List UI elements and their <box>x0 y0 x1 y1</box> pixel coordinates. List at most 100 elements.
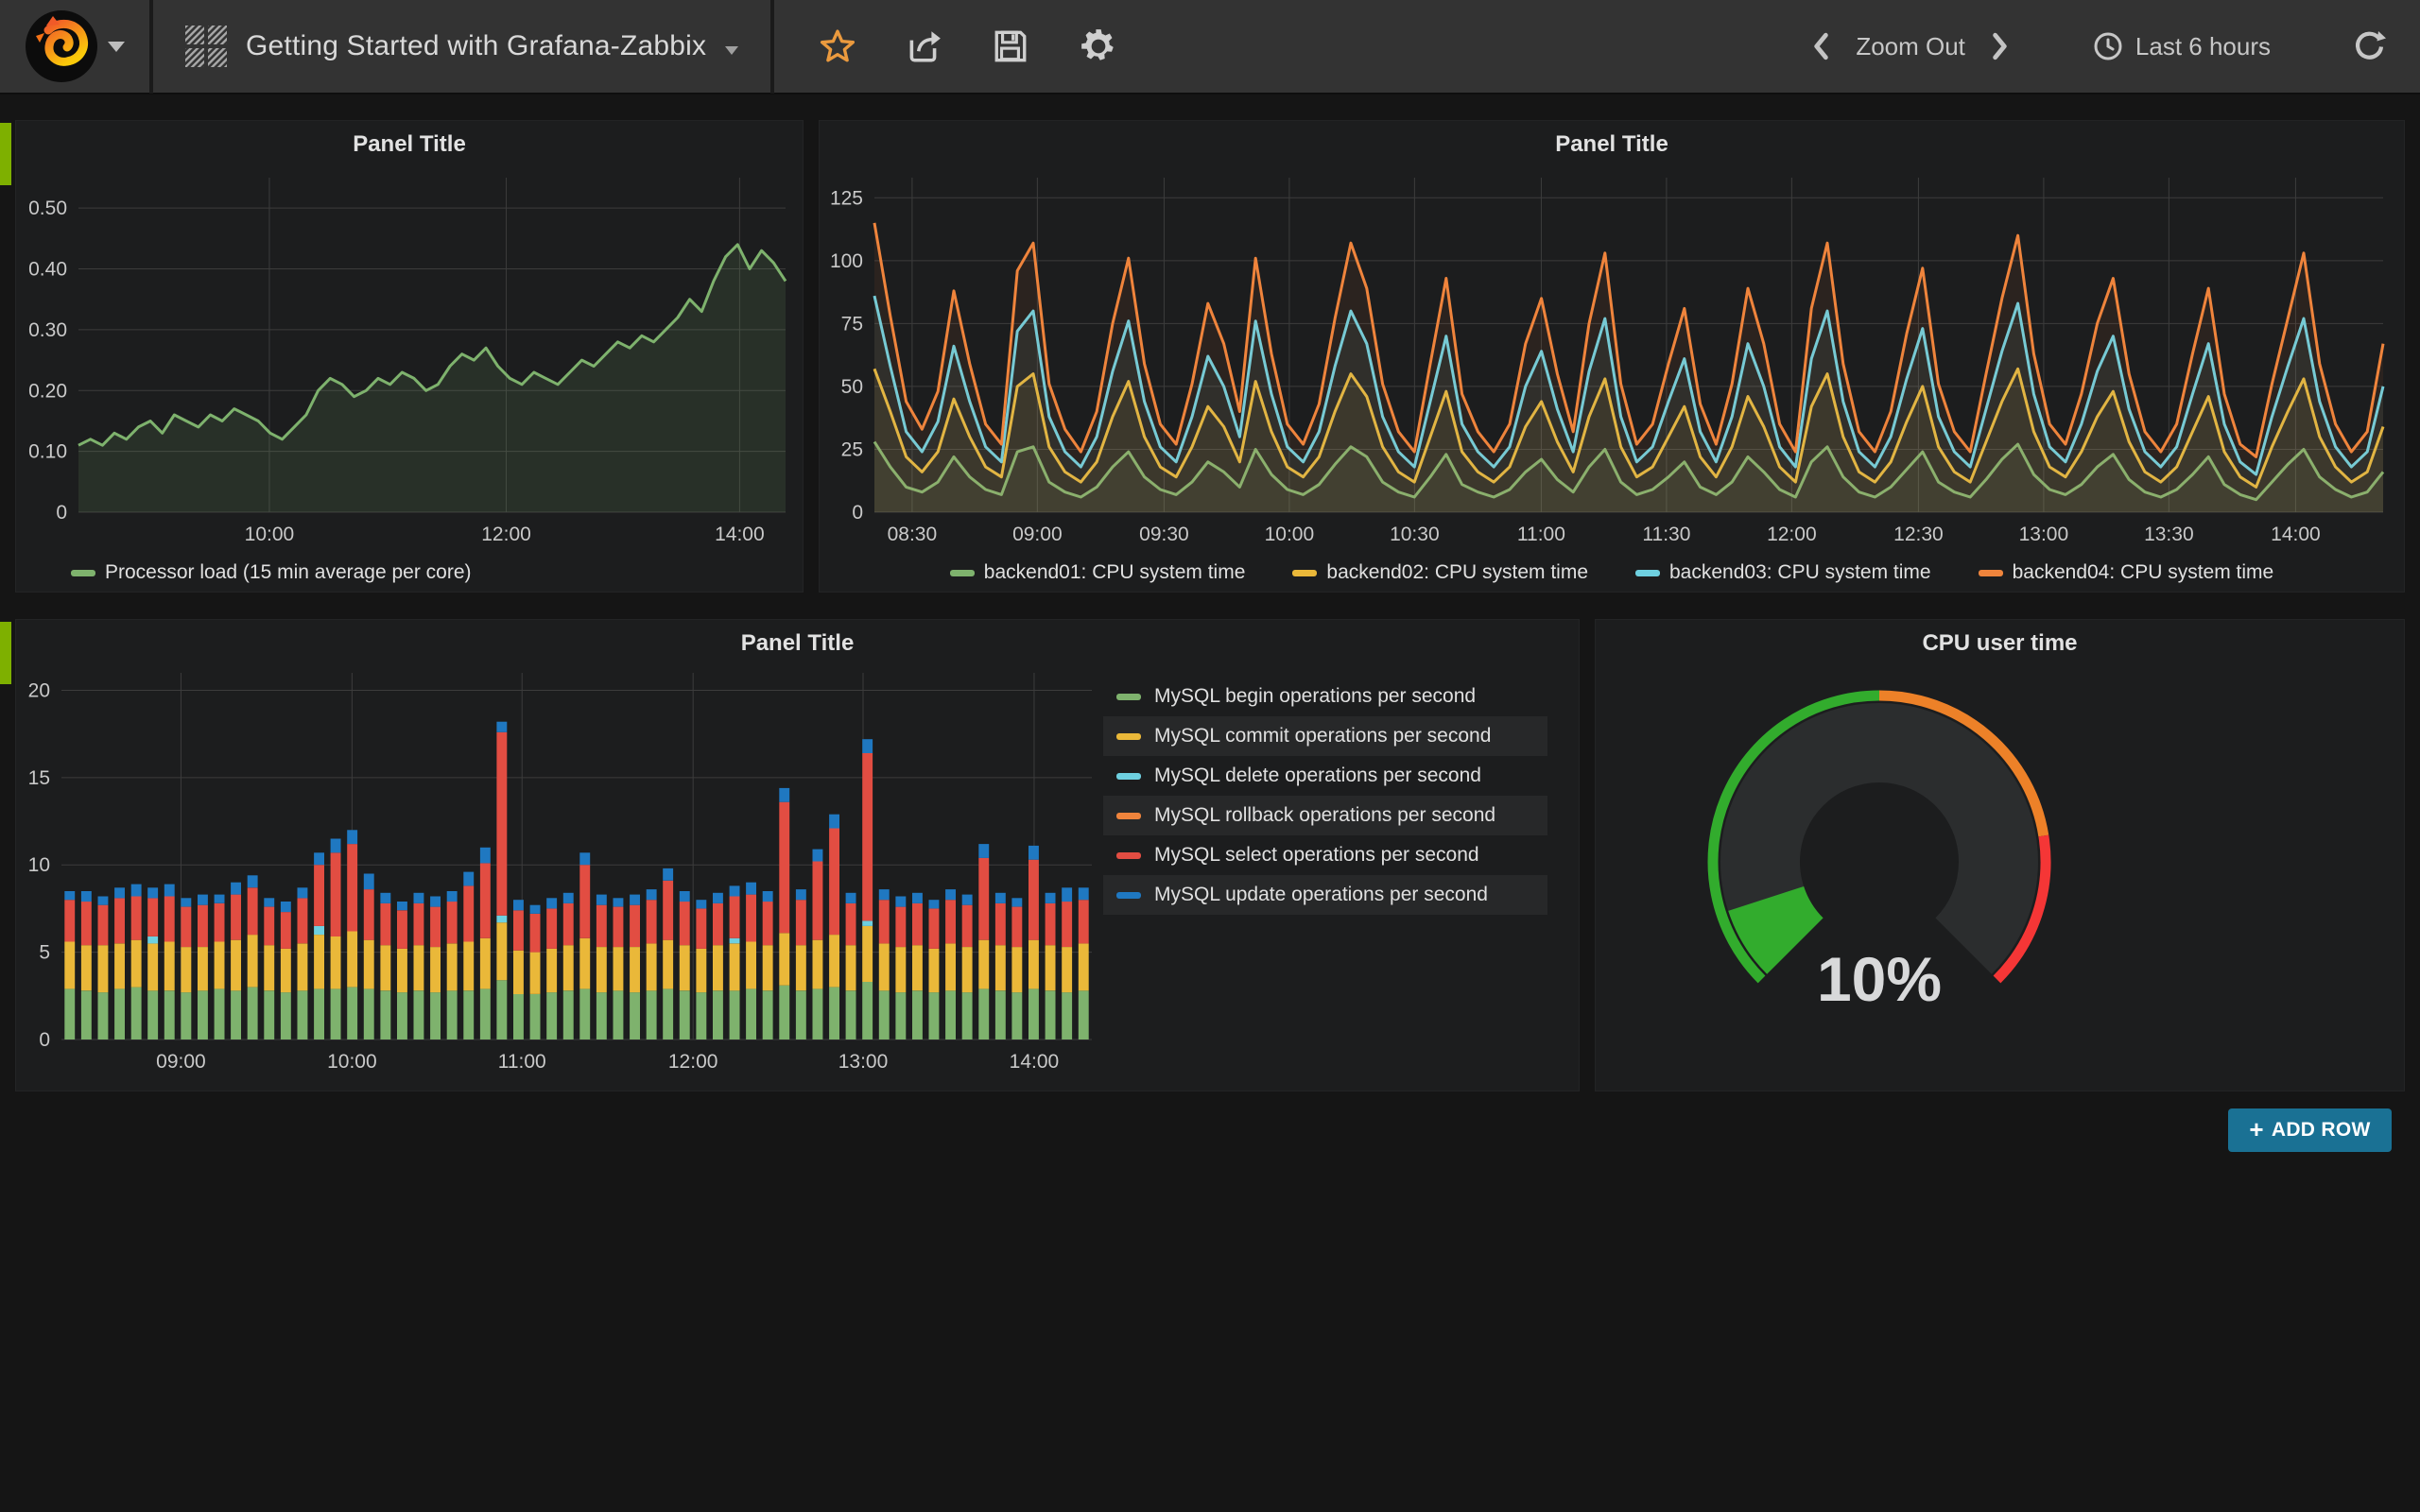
bar-segment <box>630 992 640 1040</box>
legend-item[interactable]: MySQL update operations per second <box>1103 875 1547 915</box>
bar-segment <box>363 939 374 989</box>
dashboard-title-button[interactable]: Getting Started with Grafana-Zabbix <box>153 0 770 94</box>
time-forward-button[interactable] <box>1990 32 2011 60</box>
bar-segment <box>147 990 159 1040</box>
star-icon <box>821 29 856 62</box>
svg-text:20: 20 <box>28 679 50 701</box>
bar-segment <box>314 935 324 989</box>
bar-segment <box>147 898 159 936</box>
series-line <box>873 440 2385 502</box>
bar-segment <box>613 898 624 907</box>
bar-segment <box>1045 902 1056 946</box>
cpu-user-time-gauge[interactable]: 10% <box>1596 663 2404 1091</box>
settings-button[interactable] <box>1079 26 1118 66</box>
legend-item[interactable]: backend03: CPU system time <box>1626 558 1941 588</box>
bar-segment <box>380 945 391 991</box>
bar-segment <box>713 892 723 903</box>
legend-item[interactable]: Processor load (15 min average per core) <box>61 558 481 588</box>
legend-swatch-icon <box>1116 851 1141 859</box>
bar-segment <box>630 904 640 947</box>
legend-item[interactable]: backend02: CPU system time <box>1283 558 1598 588</box>
bar-segment <box>114 943 125 989</box>
bar-segment <box>380 892 391 903</box>
time-back-button[interactable] <box>1810 32 1831 60</box>
panel-title[interactable]: Panel Title <box>353 131 466 157</box>
bar-segment <box>746 941 756 989</box>
bar-segment <box>363 889 374 940</box>
bar-segment <box>912 892 923 903</box>
legend-item[interactable]: MySQL delete operations per second <box>1103 756 1547 796</box>
bar-segment <box>264 898 275 907</box>
bar-segment <box>97 992 109 1040</box>
bar-segment <box>762 891 773 902</box>
bar-segment <box>630 894 640 905</box>
bar-segment <box>878 943 890 991</box>
legend-item[interactable]: MySQL commit operations per second <box>1103 716 1547 756</box>
bar-segment <box>779 787 790 802</box>
legend-swatch-icon <box>1116 812 1141 819</box>
panel-title[interactable]: Panel Title <box>740 630 855 656</box>
bar-segment <box>430 947 441 993</box>
legend-label: MySQL commit operations per second <box>1154 725 1492 747</box>
bar-segment <box>130 939 142 988</box>
legend-item[interactable]: MySQL begin operations per second <box>1103 677 1547 716</box>
panel-title[interactable]: Panel Title <box>1555 131 1668 157</box>
legend-item[interactable]: MySQL select operations per second <box>1103 835 1547 875</box>
series-line <box>873 367 2385 489</box>
legend-label: MySQL delete operations per second <box>1154 765 1481 786</box>
zoom-out-button[interactable]: Zoom Out <box>1856 32 1965 61</box>
processor-load-chart[interactable]: 10:00 12:00 14:00 0 0.10 0.20 0.30 0.40 0.50 <box>16 164 803 546</box>
bar-segment <box>64 891 76 901</box>
bar-segment <box>330 936 341 989</box>
bar-segment <box>430 992 441 1040</box>
bar-segment <box>1028 845 1039 860</box>
title-dropdown-caret-icon <box>725 45 739 55</box>
bar-segment <box>579 937 591 989</box>
bar-segment <box>264 990 275 1040</box>
row-menu-tab[interactable] <box>0 622 11 684</box>
svg-text:0: 0 <box>56 502 67 524</box>
time-range-label: Last 6 hours <box>2135 31 2271 60</box>
time-range-button[interactable]: Last 6 hours <box>2092 30 2271 62</box>
cpu-system-time-chart[interactable]: 08:30 09:00 09:30 10:00 10:30 11:00 11:30 12:00… <box>820 164 2404 546</box>
bar-segment <box>795 889 806 901</box>
svg-text:0.10: 0.10 <box>28 441 67 463</box>
bar-segment <box>198 947 208 991</box>
legend-item[interactable]: backend01: CPU system time <box>941 558 1255 588</box>
logo-dropdown-caret-icon <box>108 41 125 52</box>
add-row-button[interactable]: + ADD ROW <box>2228 1108 2392 1152</box>
legend-item[interactable]: MySQL rollback operations per second <box>1103 796 1547 835</box>
panel-processor-load: Panel Title 10:00 12:00 14:00 0 0.10 0.20 0.30… <box>15 120 804 593</box>
star-button[interactable] <box>820 28 856 64</box>
save-button[interactable] <box>992 27 1029 65</box>
svg-text:10:00: 10:00 <box>1265 524 1315 545</box>
svg-text:10:30: 10:30 <box>1390 524 1440 545</box>
bar-segment <box>1078 887 1089 901</box>
legend-item[interactable]: backend04: CPU system time <box>1969 558 2284 588</box>
bar-segment <box>363 873 374 890</box>
bar-segment <box>779 801 790 934</box>
bar-segment <box>496 731 508 916</box>
share-button[interactable] <box>905 27 942 65</box>
bar-segment <box>1028 859 1039 940</box>
legend-label: Processor load (15 min average per core) <box>105 561 472 583</box>
bar-segment <box>347 987 358 1040</box>
bar-segment <box>314 865 324 926</box>
bar-segment <box>513 950 524 994</box>
svg-text:0.50: 0.50 <box>28 198 67 219</box>
bar-segment <box>347 931 358 988</box>
bar-segment <box>397 948 407 993</box>
bar-segment <box>562 902 574 946</box>
refresh-button[interactable] <box>2352 29 2386 63</box>
grafana-logo-button[interactable] <box>0 0 149 94</box>
panel-title[interactable]: CPU user time <box>1922 630 2078 656</box>
svg-text:10:00: 10:00 <box>327 1051 377 1073</box>
bar-segment <box>1062 887 1073 902</box>
bar-segment <box>613 947 624 991</box>
navbar-separator <box>770 0 775 94</box>
svg-text:14:00: 14:00 <box>2271 524 2321 545</box>
mysql-operations-chart[interactable]: 09:00 10:00 11:00 12:00 13:00 14:00 0 5 10 15 20 <box>16 663 1103 1079</box>
row-menu-tab[interactable] <box>0 123 11 185</box>
bar-segment <box>80 990 92 1040</box>
bar-segment <box>961 992 973 1040</box>
